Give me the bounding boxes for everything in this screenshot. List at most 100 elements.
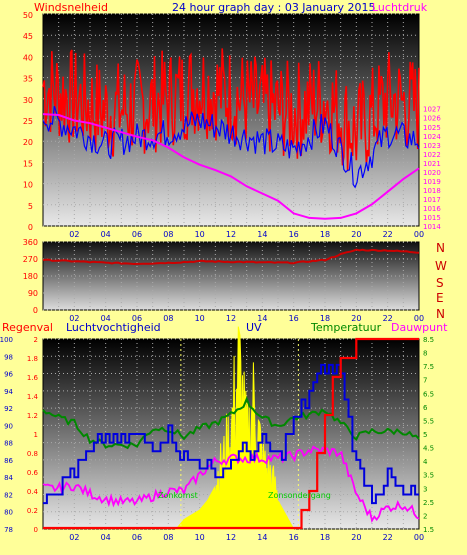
x-tick-label-top: 02 <box>69 230 79 239</box>
label-temperature: Temperatuur <box>310 321 382 334</box>
x-tick-label-bottom: 22 <box>383 533 393 542</box>
left-axis-title: Windsnelheid <box>34 1 108 14</box>
direction-letter-e: E <box>436 291 444 305</box>
humidity-tick-label: 90 <box>4 422 13 430</box>
rain-series <box>43 337 419 530</box>
pressure-tick-label: 1015 <box>423 214 441 222</box>
x-tick-label-bottom: 00 <box>414 533 424 542</box>
x-tick-label-bottom: 10 <box>195 533 205 542</box>
humidity-tick-label: 100 <box>0 336 13 344</box>
x-tick-label-bottom: 16 <box>289 533 299 542</box>
wind-tick-label: 50 <box>23 11 33 20</box>
wind-tick-label: 45 <box>23 32 33 41</box>
label-dewpoint: Dauwpunt <box>391 321 448 334</box>
temperature-tick-label: 5.5 <box>423 417 434 425</box>
x-tick-label-bottom: 04 <box>101 533 111 542</box>
x-tick-label-top: 22 <box>383 230 393 239</box>
direction-letter-s: S <box>436 276 444 290</box>
temperature-tick-label: 3 <box>423 485 427 493</box>
temperature-tick-label: 7.5 <box>423 363 434 371</box>
humidity-tick-label: 78 <box>4 526 13 534</box>
sunset-label: Zonsondergang <box>268 491 331 500</box>
pressure-tick-label: 1018 <box>423 187 441 195</box>
direction-tick-label: 0 <box>33 306 38 315</box>
pressure-series <box>42 113 420 220</box>
humidity-tick-label: 88 <box>4 440 13 448</box>
x-tick-label-top: 14 <box>257 230 267 239</box>
humidity-tick-label: 82 <box>4 491 13 499</box>
temperature-tick-label: 2 <box>423 512 427 520</box>
temperature-tick-label: 5 <box>423 431 427 439</box>
x-tick-label-bottom: 20 <box>351 533 361 542</box>
pressure-tick-label: 1023 <box>423 142 441 150</box>
humidity-tick-label: 96 <box>4 371 13 379</box>
pressure-tick-label: 1016 <box>423 205 441 213</box>
temperature-tick-label: 4 <box>423 458 428 466</box>
x-tick-label-middle: 22 <box>383 314 393 323</box>
temperature-tick-label: 8.5 <box>423 336 434 344</box>
rain-tick-label: 1.8 <box>27 355 38 363</box>
wind-tick-label: 35 <box>23 75 33 84</box>
wind-tick-label: 25 <box>23 117 33 126</box>
temperature-tick-label: 3.5 <box>423 472 434 480</box>
x-tick-label-middle: 10 <box>195 314 205 323</box>
temperature-tick-label: 4.5 <box>423 445 434 453</box>
temperature-tick-label: 6 <box>423 404 428 412</box>
x-tick-label-middle: 12 <box>226 314 236 323</box>
humidity-tick-label: 80 <box>4 509 13 517</box>
rain-tick-label: 0.6 <box>27 469 39 477</box>
temperature-tick-label: 2.5 <box>423 499 434 507</box>
pressure-tick-label: 1017 <box>423 196 441 204</box>
pressure-tick-label: 1022 <box>423 151 441 159</box>
temperature-tick-label: 1.5 <box>423 526 434 534</box>
label-humidity: Luchtvochtigheid <box>66 321 161 334</box>
x-tick-label-middle: 20 <box>351 314 361 323</box>
x-tick-label-bottom: 12 <box>226 533 236 542</box>
x-tick-label-top: 18 <box>320 230 330 239</box>
x-tick-label-top: 00 <box>414 230 424 239</box>
humidity-tick-label: 92 <box>4 405 13 413</box>
wind-tick-label: 10 <box>23 181 33 190</box>
right-axis-title: Luchtdruk <box>372 1 428 14</box>
humidity-series <box>43 363 419 505</box>
pressure-tick-label: 1021 <box>423 160 441 168</box>
wind-tick-label: 5 <box>28 202 33 211</box>
marks-layer <box>42 48 420 530</box>
direction-tick-label: 90 <box>28 289 38 298</box>
pressure-tick-label: 1027 <box>423 106 441 114</box>
x-tick-label-middle: 00 <box>414 314 424 323</box>
temperature-tick-label: 6.5 <box>423 390 434 398</box>
pressure-tick-label: 1025 <box>423 124 441 132</box>
x-tick-label-middle: 16 <box>289 314 299 323</box>
pressure-tick-label: 1024 <box>423 133 441 141</box>
x-tick-label-bottom: 02 <box>69 533 79 542</box>
rain-tick-label: 0.2 <box>27 507 38 515</box>
direction-tick-label: 270 <box>23 255 38 264</box>
rain-tick-label: 2 <box>34 336 38 344</box>
rain-tick-label: 1.4 <box>27 393 39 401</box>
humidity-tick-label: 86 <box>4 457 13 465</box>
wind-tick-label: 30 <box>23 96 33 105</box>
temperature-series <box>42 396 420 450</box>
pressure-tick-label: 1026 <box>423 115 441 123</box>
rain-tick-label: 1 <box>34 431 38 439</box>
direction-tick-label: 360 <box>23 238 38 247</box>
x-tick-label-bottom: 14 <box>257 533 267 542</box>
humidity-tick-label: 98 <box>4 353 13 361</box>
rain-tick-label: 0.4 <box>27 488 39 496</box>
humidity-tick-label: 94 <box>4 388 13 396</box>
pressure-tick-label: 1020 <box>423 169 441 177</box>
temperature-tick-label: 8 <box>423 350 427 358</box>
x-tick-label-middle: 18 <box>320 314 330 323</box>
direction-letter-n-bottom: N <box>436 307 445 321</box>
x-tick-label-top: 20 <box>351 230 361 239</box>
wind-tick-label: 40 <box>23 53 33 62</box>
x-tick-label-top: 16 <box>289 230 299 239</box>
x-tick-label-middle: 08 <box>163 314 173 323</box>
direction-tick-label: 180 <box>23 272 38 281</box>
x-tick-label-top: 12 <box>226 230 236 239</box>
wind-tick-label: 20 <box>23 138 33 147</box>
rain-tick-label: 0.8 <box>27 450 38 458</box>
